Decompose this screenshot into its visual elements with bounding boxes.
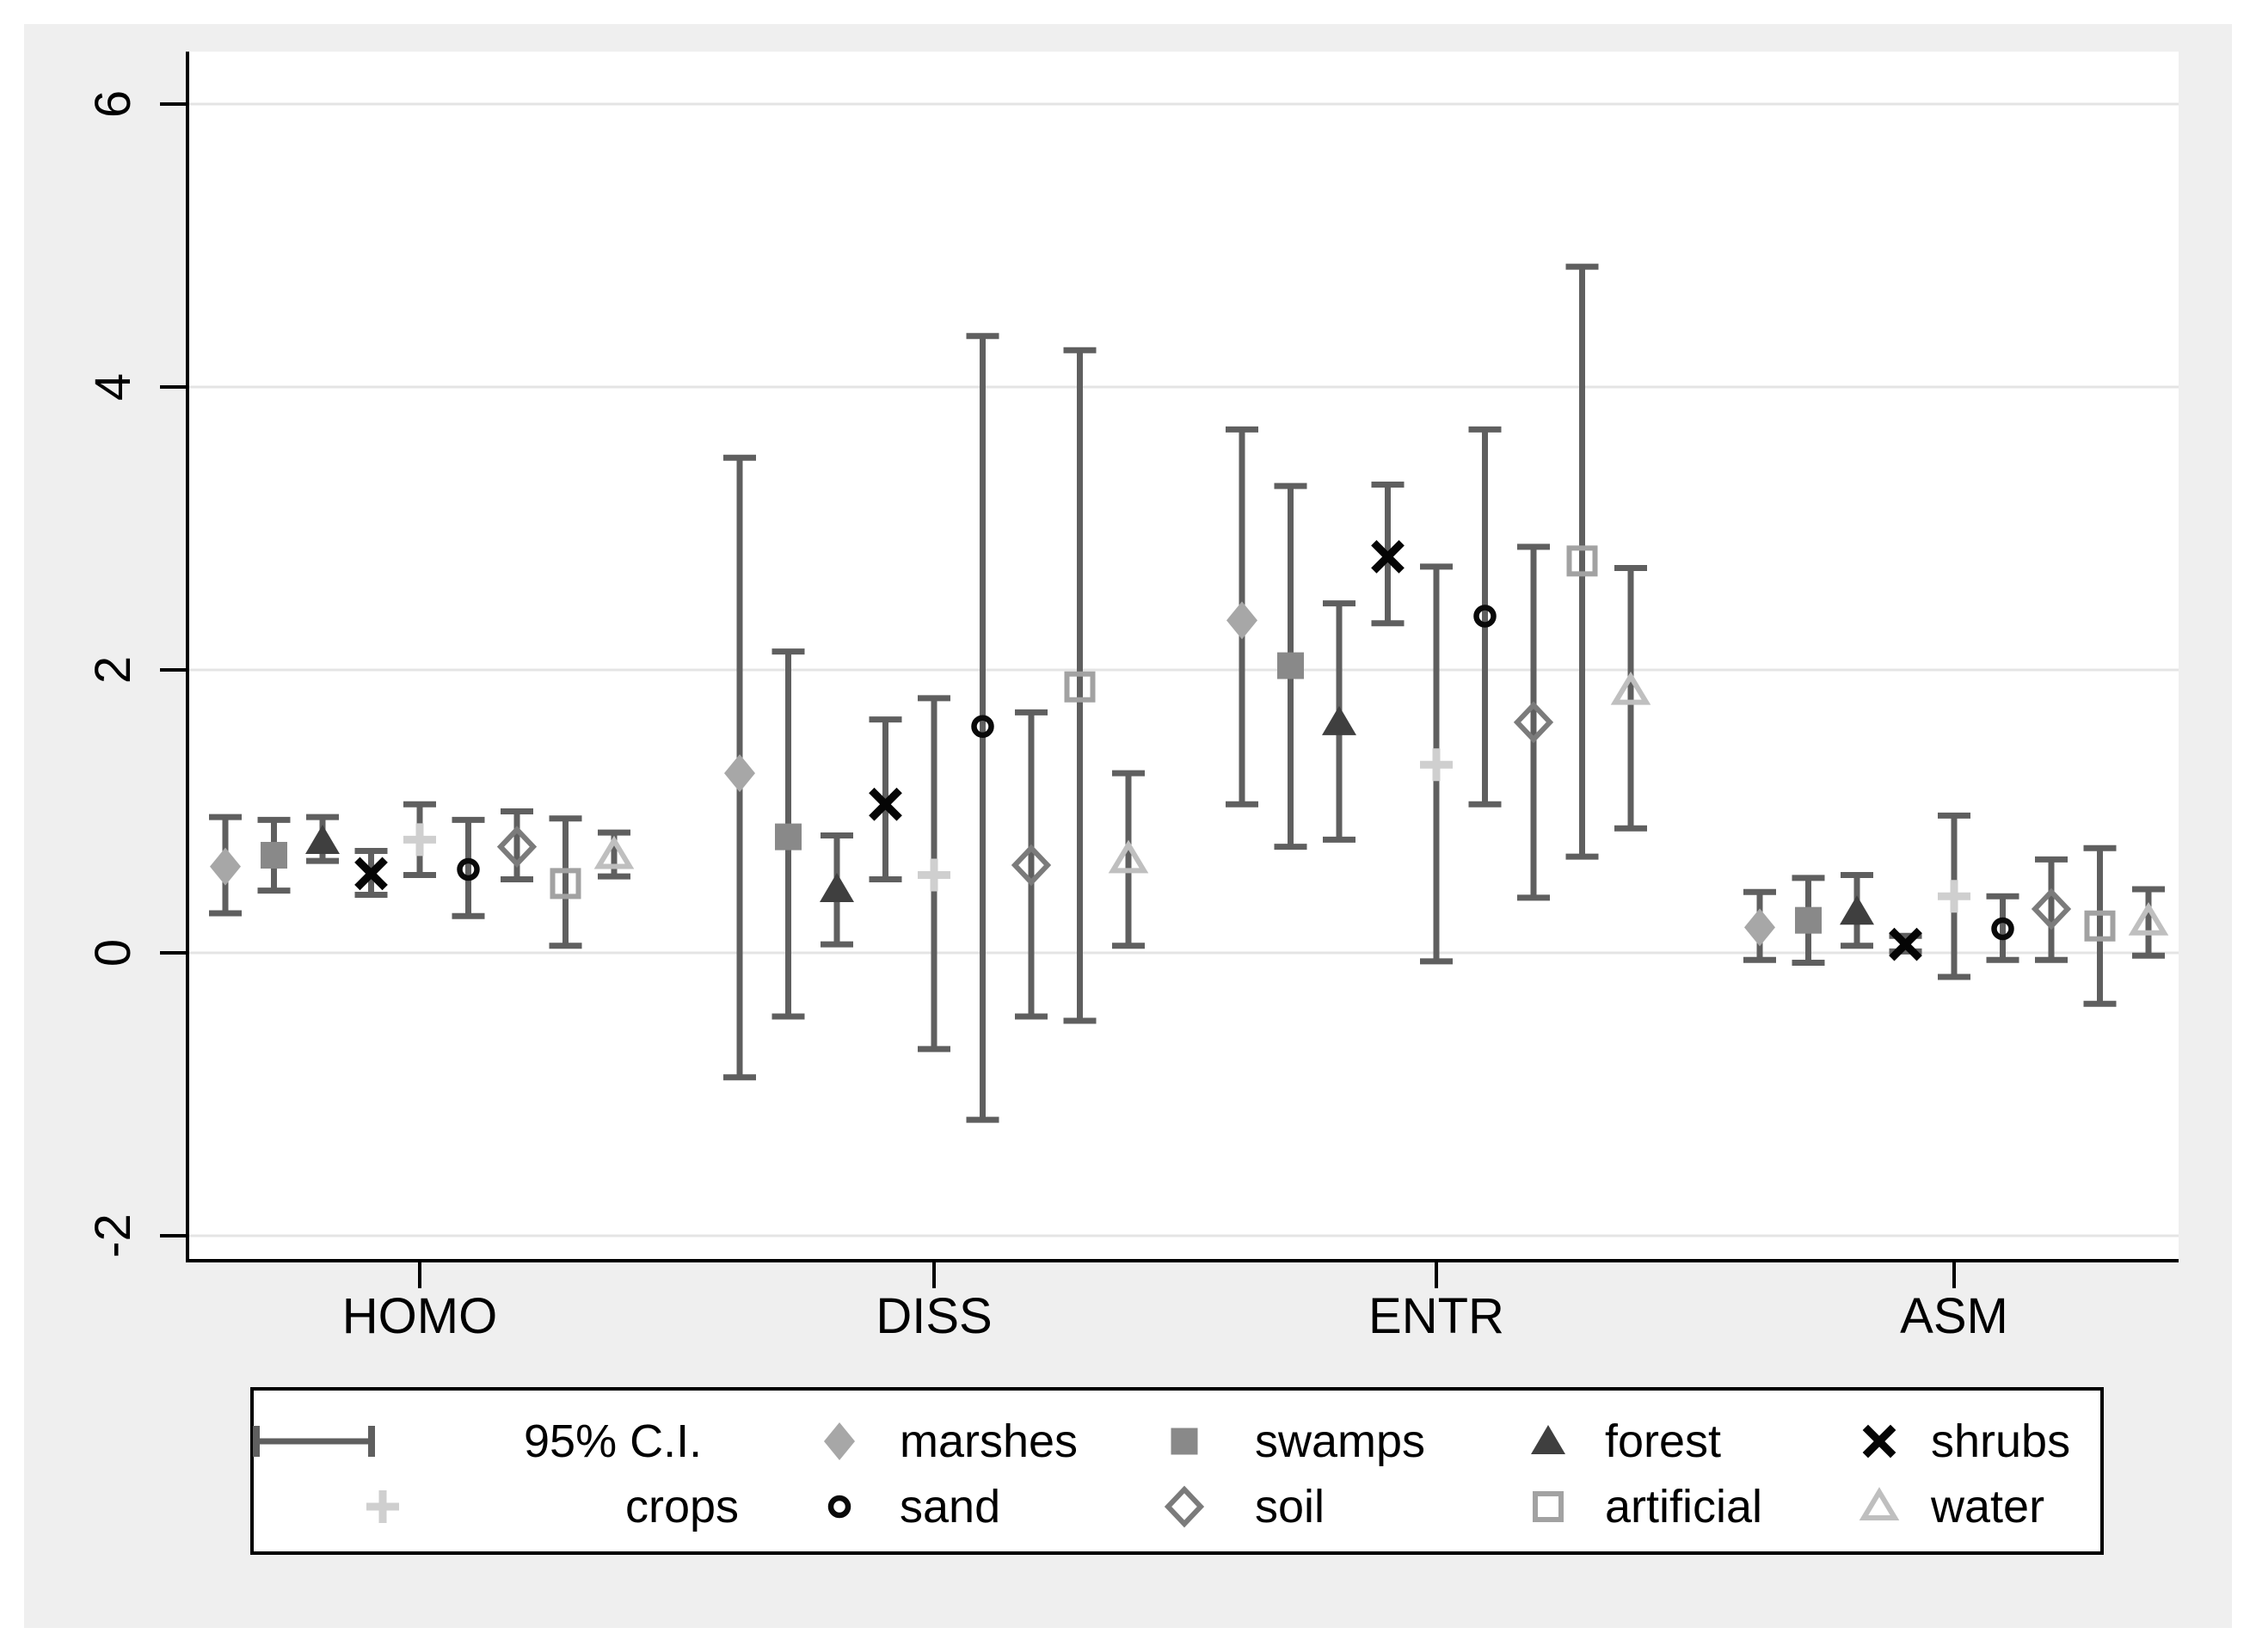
legend-label-ci: 95% C.I. — [524, 1416, 703, 1467]
marker-marshes-ENTR — [1226, 601, 1257, 640]
marker-soil-HOMO — [496, 826, 538, 868]
legend-label-artificial: artificial — [1605, 1481, 1763, 1532]
x-group-label-homo: HOMO — [341, 1288, 498, 1344]
marker-marshes-HOMO — [210, 847, 241, 886]
errorbar-artificial-HOMO — [549, 815, 582, 949]
marshes-diamond-icon — [817, 1419, 862, 1464]
legend-label-crops: crops — [625, 1481, 740, 1532]
legend: 95% C.I. marshes swamps forest shrubs cr… — [250, 1387, 2104, 1555]
errorbar-water-ENTR — [1614, 565, 1647, 832]
errorbar-soil-HOMO — [501, 808, 533, 882]
marker-sand-HOMO — [457, 857, 480, 881]
marker-shrubs-DISS — [869, 787, 902, 821]
marker-artificial-ASM — [2084, 910, 2116, 942]
axes — [160, 52, 2179, 1288]
ci-line-sample-icon — [249, 1416, 378, 1467]
y-tick-label-4: 4 — [85, 372, 141, 402]
marker-soil-DISS — [1011, 844, 1052, 887]
marker-sand-ENTR — [1473, 605, 1497, 628]
y-tick-label-2: 2 — [85, 655, 141, 685]
soil-diamond-icon — [1162, 1484, 1207, 1529]
marker-shrubs-HOMO — [354, 857, 388, 891]
errorbar-sand-ENTR — [1468, 426, 1502, 808]
marker-water-HOMO — [593, 835, 635, 869]
x-group-label-diss: DISS — [876, 1288, 993, 1344]
marker-forest-DISS — [820, 872, 854, 902]
crops-plus-icon — [360, 1484, 405, 1529]
y-tick-label-0: 0 — [85, 938, 141, 967]
errorbar-soil-ENTR — [1517, 544, 1550, 901]
marker-crops-HOMO — [403, 823, 436, 857]
legend-label-swamps: swamps — [1255, 1416, 1426, 1467]
marker-shrubs-ENTR — [1371, 540, 1405, 574]
marker-water-ASM — [2128, 901, 2169, 936]
marker-sand-DISS — [971, 715, 994, 739]
x-group-label-asm: ASM — [1900, 1288, 2008, 1344]
legend-label-sand: sand — [900, 1481, 1001, 1532]
y-tick-label-6: 6 — [85, 89, 141, 119]
marker-sand-ASM — [1991, 917, 2014, 941]
errorbar-sand-ASM — [1986, 893, 2019, 963]
marker-soil-ENTR — [1513, 701, 1554, 744]
marker-water-ENTR — [1610, 671, 1651, 705]
marker-artificial-DISS — [1064, 671, 1096, 703]
marker-crops-ENTR — [1420, 748, 1453, 782]
legend-label-forest: forest — [1605, 1416, 1722, 1467]
marker-marshes-ASM — [1744, 908, 1775, 947]
marker-swamps-ENTR — [1277, 652, 1304, 679]
errorbar-water-DISS — [1112, 770, 1145, 949]
plot-area — [189, 52, 2179, 1259]
sand-circle-icon — [817, 1484, 862, 1529]
legend-label-water: water — [1931, 1481, 2045, 1532]
marker-forest-HOMO — [305, 825, 340, 855]
marker-swamps-ASM — [1795, 906, 1822, 934]
errorbar-artificial-ASM — [2083, 844, 2117, 1007]
water-triangle-icon — [1857, 1484, 1902, 1529]
marker-marshes-DISS — [724, 754, 755, 793]
marker-forest-ENTR — [1322, 705, 1356, 735]
errorbar-sand-DISS — [966, 333, 999, 1123]
shrubs-x-icon — [1857, 1419, 1902, 1464]
marker-crops-DISS — [918, 858, 950, 892]
errorbar-artificial-DISS — [1063, 347, 1097, 1024]
marker-soil-ASM — [2031, 887, 2072, 930]
marker-water-DISS — [1108, 839, 1149, 874]
errorbar-artificial-ENTR — [1565, 263, 1599, 860]
marker-artificial-HOMO — [550, 868, 581, 900]
legend-label-marshes: marshes — [900, 1416, 1079, 1467]
legend-label-soil: soil — [1255, 1481, 1325, 1532]
marker-swamps-HOMO — [261, 841, 287, 869]
marker-crops-ASM — [1938, 880, 1970, 913]
marker-swamps-DISS — [775, 823, 802, 851]
errorbar-sand-HOMO — [452, 816, 485, 919]
marker-artificial-ENTR — [1566, 545, 1598, 577]
legend-label-shrubs: shrubs — [1931, 1416, 2071, 1467]
swamps-square-icon — [1162, 1419, 1207, 1464]
errorbar-water-ASM — [2132, 886, 2165, 959]
marker-shrubs-ASM — [1889, 927, 1922, 961]
errorbar-soil-DISS — [1015, 709, 1048, 1020]
artificial-square-icon — [1526, 1484, 1571, 1529]
marker-forest-ASM — [1840, 895, 1874, 925]
x-group-label-entr: ENTR — [1368, 1288, 1504, 1344]
y-tick-label-neg2: -2 — [85, 1213, 141, 1258]
forest-triangle-icon — [1526, 1419, 1571, 1464]
errorbar-soil-ASM — [2035, 856, 2068, 963]
